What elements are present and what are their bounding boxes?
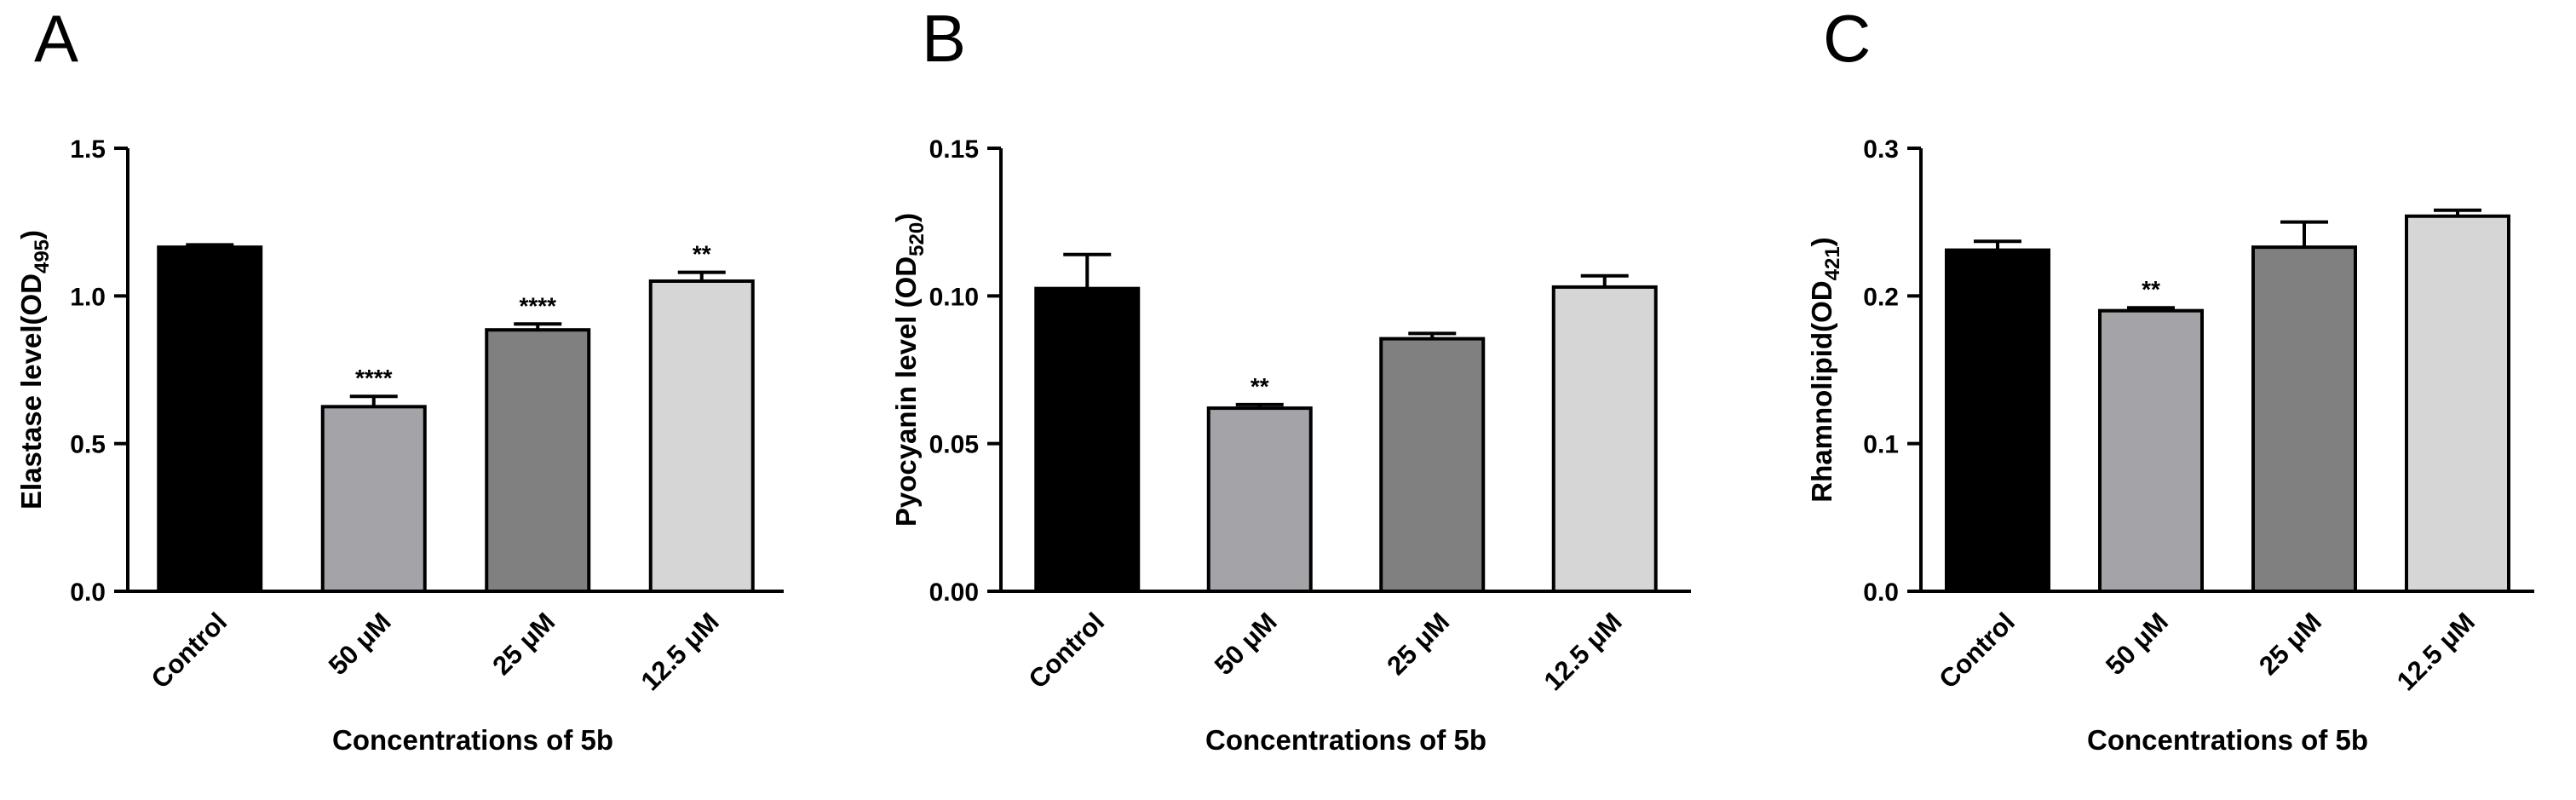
significance-label-a-3: ****: [519, 292, 556, 319]
bar-b-4: [1551, 285, 1658, 593]
error-bar-b-3: [1408, 331, 1457, 339]
y-tick-label-b-1: 0.00: [929, 578, 979, 607]
error-bar-b-4: [1580, 273, 1629, 287]
y-axis-title-main: Elastase level(OD: [15, 273, 47, 509]
y-tick-label-c-1: 0.0: [1863, 578, 1899, 607]
x-axis-title-c: Concentrations of 5b: [2087, 724, 2368, 756]
y-axis-title-main: Pyocyanin level (OD: [890, 256, 922, 527]
x-axis-title-a: Concentrations of 5b: [332, 724, 613, 756]
error-bar-a-4: [677, 270, 726, 281]
panel-letter-b: B: [922, 1, 966, 76]
category-label-a-2: 50 μM: [323, 607, 397, 681]
bar-c-4: [2405, 214, 2510, 593]
y-tick-label-b-4: 0.15: [929, 135, 979, 164]
y-tick-label-c-3: 0.2: [1863, 283, 1899, 311]
y-tick-label-a-4: 1.5: [70, 135, 106, 164]
significance-label-c-2: **: [2142, 276, 2160, 302]
panel-letter-a: A: [34, 1, 78, 76]
category-label-b-1: Control: [1023, 607, 1111, 694]
chart-panel-a: A Control **** 50 μM **** 25 μM ** 12.5 μM 0.0 0.…: [15, 1, 784, 756]
significance-label-a-2: ****: [355, 365, 393, 391]
category-label-b-4: 12.5 μM: [1538, 607, 1628, 696]
x-axis-title-b: Concentrations of 5b: [1205, 724, 1486, 756]
bar-b-3: [1379, 337, 1486, 593]
y-axis-title-b: Pyocyanin level (OD520): [890, 213, 929, 527]
category-label-c-2: 50 μM: [2100, 607, 2174, 681]
y-axis-title-main: Rhamnolipid(OD: [1806, 280, 1837, 502]
significance-label-b-2: **: [1251, 373, 1269, 400]
category-label-b-2: 50 μM: [1209, 607, 1283, 681]
error-bar-a-3: [514, 322, 562, 331]
y-tick-label-a-3: 1.0: [70, 283, 106, 311]
category-label-b-3: 25 μM: [1381, 607, 1455, 681]
bar-a-2: [320, 405, 427, 594]
error-bar-c-1: [1974, 239, 2021, 250]
bar-c-3: [2251, 245, 2357, 593]
bar-a-4: [648, 279, 755, 593]
y-axis-title-close: ): [1806, 237, 1837, 246]
y-axis-title-close: ): [890, 213, 922, 222]
error-bar-b-2: [1235, 402, 1284, 409]
error-bar-c-2: [2127, 306, 2175, 311]
bar-b-1: [1034, 286, 1141, 593]
category-label-c-3: 25 μM: [2253, 607, 2327, 681]
chart-panel-c: C Control ** 50 μM 25 μM 12.5 μM 0.0 0.1 0.2 0.3 C…: [1806, 1, 2534, 756]
error-bar-b-1: [1063, 252, 1112, 289]
error-bar-c-4: [2434, 208, 2481, 216]
y-axis-title-a: Elastase level(OD495): [15, 230, 54, 509]
category-label-a-1: Control: [146, 607, 233, 694]
y-axis-title-subscript: 520: [906, 222, 929, 256]
y-tick-label-c-2: 0.1: [1863, 431, 1899, 459]
y-axis-title-subscript: 421: [1821, 246, 1844, 280]
bar-a-1: [157, 245, 263, 593]
bar-a-3: [485, 328, 591, 593]
y-axis-title-subscript: 495: [31, 239, 54, 273]
bar-c-1: [1945, 248, 2050, 593]
category-label-c-4: 12.5 μM: [2391, 607, 2481, 696]
y-tick-label-b-2: 0.05: [929, 431, 979, 459]
panel-letter-c: C: [1823, 1, 1871, 76]
chart-panel-b: B Control ** 50 μM 25 μM 12.5 μM 0.00 0.05 0.10 0…: [890, 1, 1691, 756]
category-label-a-3: 25 μM: [486, 607, 561, 681]
category-label-a-4: 12.5 μM: [635, 607, 725, 696]
bar-b-2: [1206, 406, 1313, 594]
category-label-c-1: Control: [1933, 607, 2021, 694]
error-bar-c-3: [2280, 220, 2328, 248]
bar-c-2: [2098, 308, 2204, 593]
significance-label-a-4: **: [693, 241, 711, 268]
y-tick-label-c-4: 0.3: [1863, 135, 1899, 164]
y-axis-title-close: ): [15, 230, 47, 239]
y-tick-label-b-3: 0.10: [929, 283, 979, 311]
y-tick-label-a-1: 0.0: [70, 578, 106, 607]
error-bar-a-2: [349, 394, 398, 407]
y-axis-title-c: Rhamnolipid(OD421): [1806, 237, 1844, 502]
error-bar-a-1: [186, 243, 234, 248]
y-tick-label-a-2: 0.5: [70, 431, 106, 459]
